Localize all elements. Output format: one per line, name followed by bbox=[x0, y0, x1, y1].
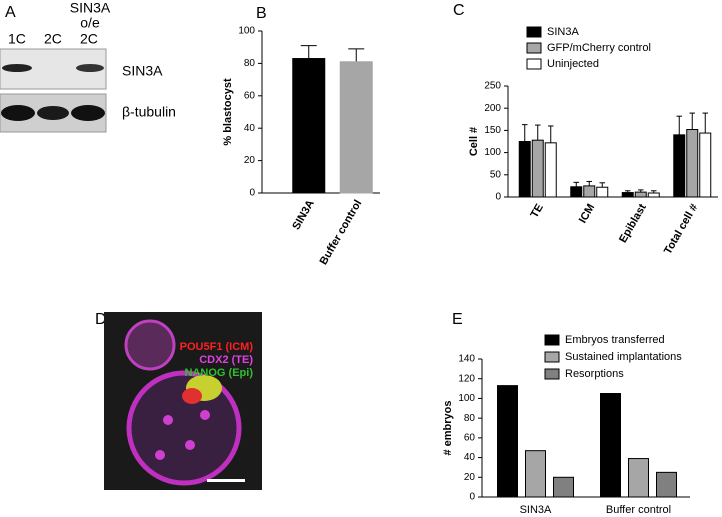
y-tick-label: 40 bbox=[464, 452, 476, 463]
y-tick-label: 60 bbox=[244, 90, 256, 101]
y-tick-label: 80 bbox=[464, 413, 476, 424]
micrograph bbox=[104, 312, 262, 490]
x-tick-label: Total cell # bbox=[662, 202, 700, 257]
y-axis-label: Cell # bbox=[468, 127, 480, 156]
stain-label: POU5F1 (ICM) bbox=[180, 341, 254, 353]
y-tick-label: 100 bbox=[484, 147, 501, 158]
stain-label: NANOG (Epi) bbox=[185, 367, 254, 379]
bar bbox=[699, 132, 712, 198]
x-tick-label: Epiblast bbox=[617, 202, 649, 245]
x-tick-label: TE bbox=[528, 202, 545, 220]
y-tick-label: 200 bbox=[484, 103, 501, 114]
panel-label: E bbox=[452, 311, 463, 328]
legend-label: SIN3A bbox=[547, 26, 579, 38]
band bbox=[71, 105, 105, 121]
bar bbox=[583, 185, 596, 198]
bar bbox=[525, 450, 546, 498]
band bbox=[1, 105, 35, 121]
bar bbox=[600, 393, 621, 498]
lane-header: SIN3A bbox=[70, 0, 111, 16]
lane-label: 2C bbox=[80, 31, 98, 47]
bar bbox=[673, 134, 686, 198]
bar bbox=[570, 186, 583, 198]
panel-label: D bbox=[95, 311, 107, 328]
bar bbox=[647, 192, 660, 198]
bar bbox=[634, 191, 647, 198]
band bbox=[37, 106, 69, 120]
lane-label: 1C bbox=[8, 31, 26, 47]
y-tick-label: 150 bbox=[484, 125, 501, 136]
row-label: SIN3A bbox=[122, 63, 163, 79]
legend-label: GFP/mCherry control bbox=[547, 42, 651, 54]
y-tick-label: 100 bbox=[238, 26, 255, 37]
legend-swatch bbox=[544, 334, 560, 346]
y-tick-label: 250 bbox=[484, 81, 501, 92]
y-tick-label: 0 bbox=[469, 492, 475, 503]
lane-header: o/e bbox=[80, 15, 100, 31]
bar bbox=[531, 139, 544, 198]
legend-swatch bbox=[544, 351, 560, 363]
y-tick-label: 0 bbox=[495, 192, 501, 203]
y-tick-label: 140 bbox=[458, 354, 475, 365]
band bbox=[2, 64, 32, 72]
band bbox=[76, 64, 104, 72]
legend-label: Resorptions bbox=[565, 368, 624, 380]
bar bbox=[686, 129, 699, 198]
bar bbox=[621, 192, 634, 198]
bar bbox=[497, 385, 518, 498]
bar bbox=[553, 476, 574, 498]
legend-swatch bbox=[526, 26, 542, 38]
legend-label: Uninjected bbox=[547, 58, 599, 70]
row-label: β-tubulin bbox=[122, 104, 176, 120]
y-tick-label: 0 bbox=[249, 188, 255, 199]
y-tick-label: 100 bbox=[458, 393, 475, 404]
y-tick-label: 80 bbox=[244, 58, 256, 69]
x-tick-label: SIN3A bbox=[520, 504, 552, 516]
stain-label: CDX2 (TE) bbox=[199, 354, 253, 366]
legend-label: Embryos transferred bbox=[565, 334, 665, 346]
y-tick-label: 20 bbox=[244, 155, 256, 166]
panel-label: C bbox=[453, 2, 465, 19]
bar bbox=[339, 61, 373, 194]
bar bbox=[518, 141, 531, 198]
y-tick-label: 50 bbox=[490, 169, 502, 180]
bar bbox=[656, 471, 677, 498]
legend-swatch bbox=[526, 58, 542, 70]
legend-swatch bbox=[544, 368, 560, 380]
y-tick-label: 120 bbox=[458, 373, 475, 384]
x-tick-label: Buffer control bbox=[606, 504, 671, 516]
y-tick-label: 20 bbox=[464, 472, 476, 483]
lane-label: 2C bbox=[44, 31, 62, 47]
y-tick-label: 40 bbox=[244, 123, 256, 134]
bar bbox=[596, 186, 609, 198]
y-tick-label: 60 bbox=[464, 432, 476, 443]
bar bbox=[544, 142, 557, 198]
bar bbox=[292, 58, 326, 194]
panel-label: B bbox=[256, 5, 267, 22]
legend-label: Sustained implantations bbox=[565, 351, 682, 363]
x-tick-label: SIN3A bbox=[290, 198, 317, 232]
x-tick-label: ICM bbox=[577, 202, 597, 225]
x-tick-label: Buffer control bbox=[318, 198, 365, 267]
bar bbox=[628, 458, 649, 498]
y-axis-label: # embryos bbox=[442, 400, 454, 455]
panel-label: A bbox=[5, 4, 16, 21]
y-axis-label: % blastocyst bbox=[222, 78, 234, 146]
legend-swatch bbox=[526, 42, 542, 54]
